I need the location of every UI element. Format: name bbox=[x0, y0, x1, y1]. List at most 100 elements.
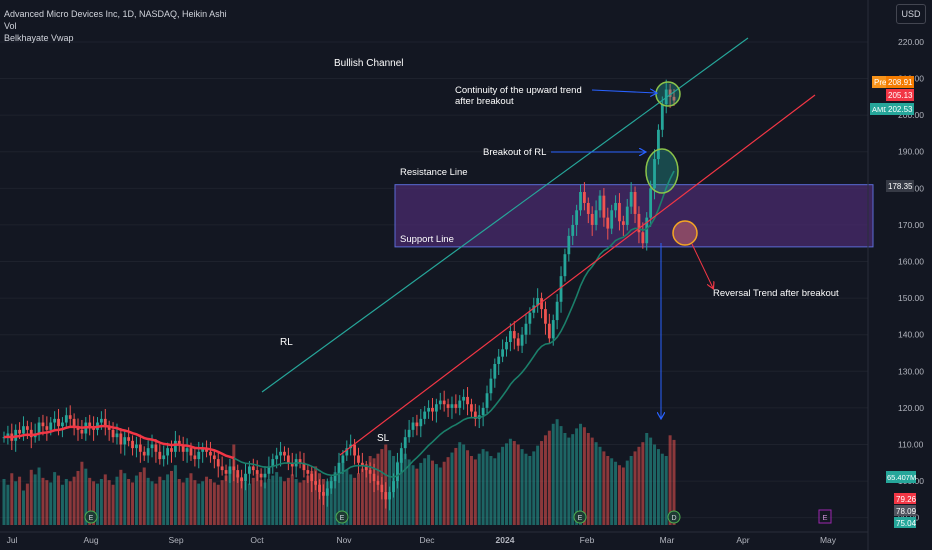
candle-body bbox=[197, 451, 201, 460]
volume-bar bbox=[53, 472, 57, 525]
volume-bar bbox=[60, 484, 64, 525]
volume-bar bbox=[127, 479, 131, 525]
candle-body bbox=[470, 404, 473, 412]
candle-body bbox=[64, 415, 68, 423]
candle-body bbox=[322, 492, 325, 496]
candle-body bbox=[473, 411, 477, 419]
volume-bar bbox=[201, 481, 205, 525]
candle-body bbox=[434, 404, 438, 412]
candle-body bbox=[567, 235, 571, 255]
volume-bar bbox=[579, 423, 583, 525]
earnings-marker-letter: E bbox=[89, 515, 94, 522]
volume-bar bbox=[158, 476, 162, 525]
volume-bar bbox=[551, 423, 555, 525]
pre-price-text: 208.91 bbox=[888, 78, 913, 87]
candle-body bbox=[279, 451, 282, 456]
volume-bar bbox=[508, 438, 512, 525]
candle-body bbox=[407, 429, 411, 438]
candle-body bbox=[244, 473, 247, 482]
candle-body bbox=[131, 440, 134, 449]
volume-bar bbox=[216, 484, 220, 525]
candle-body bbox=[450, 404, 454, 408]
candle-body bbox=[396, 462, 399, 482]
volume-bar bbox=[649, 437, 653, 525]
volume-bar bbox=[653, 444, 657, 525]
candle-body bbox=[333, 473, 337, 482]
y-tick-label: 130.00 bbox=[898, 366, 924, 376]
candle-body bbox=[485, 393, 489, 408]
volume-bar bbox=[131, 482, 135, 525]
candle-body bbox=[399, 448, 403, 463]
candle-body bbox=[442, 400, 446, 405]
volume-bar bbox=[263, 482, 267, 525]
sl-label: SL bbox=[377, 433, 390, 444]
channel-upper-line bbox=[261, 37, 749, 393]
bottom-badge-3-text: 75.04 bbox=[896, 519, 917, 528]
zone-price-text: 178.35 bbox=[888, 182, 913, 191]
symbol-title[interactable]: Advanced Micro Devices Inc, 1D, NASDAQ, … bbox=[4, 9, 227, 19]
y-tick-label: 150.00 bbox=[898, 293, 924, 303]
candle-body bbox=[41, 422, 45, 427]
candle-body bbox=[508, 331, 512, 343]
candle-body bbox=[259, 473, 263, 478]
currency-button[interactable]: USD bbox=[896, 4, 926, 24]
candle-body bbox=[466, 396, 469, 405]
x-tick-label: Mar bbox=[660, 535, 675, 545]
volume-bar bbox=[645, 433, 649, 525]
candle-body bbox=[594, 210, 598, 225]
volume-bar bbox=[185, 477, 189, 525]
volume-bar bbox=[10, 473, 14, 525]
amd-badge-tag bbox=[870, 103, 886, 115]
volume-bar bbox=[349, 474, 353, 525]
candle-body bbox=[423, 411, 427, 419]
candle-body bbox=[329, 481, 333, 489]
volume-bar bbox=[306, 475, 310, 525]
candle-body bbox=[267, 466, 271, 474]
candle-body bbox=[575, 210, 579, 225]
volume-bar bbox=[438, 467, 442, 525]
volume-bar bbox=[294, 479, 298, 525]
volume-indicator-label[interactable]: Vol bbox=[4, 21, 17, 31]
volume-bar bbox=[329, 476, 333, 525]
volume-bar bbox=[512, 441, 516, 525]
candle-body bbox=[454, 404, 458, 408]
volume-bar bbox=[621, 467, 625, 525]
volume-bar bbox=[84, 468, 88, 525]
candle-body bbox=[57, 418, 60, 427]
candle-body bbox=[376, 481, 380, 485]
volume-bar bbox=[103, 474, 107, 525]
volume-bar bbox=[333, 472, 337, 525]
candle-body bbox=[248, 466, 251, 474]
reversal-arrow bbox=[691, 243, 713, 288]
x-tick-label: Apr bbox=[736, 535, 749, 545]
candle-body bbox=[283, 451, 286, 456]
candle-body bbox=[2, 437, 6, 439]
candle-body bbox=[621, 221, 625, 225]
volume-bar bbox=[536, 445, 540, 525]
volume-bar bbox=[586, 433, 590, 525]
volume-bar bbox=[95, 483, 99, 525]
candle-body bbox=[341, 455, 345, 463]
breakout-label: Breakout of RL bbox=[483, 147, 546, 158]
volume-bar bbox=[57, 475, 61, 525]
volume-bar bbox=[602, 451, 606, 525]
volume-bar bbox=[606, 456, 610, 525]
candle-body bbox=[438, 400, 442, 405]
candle-body bbox=[45, 426, 49, 430]
bottom-badge-3 bbox=[894, 517, 916, 528]
volume-bar bbox=[134, 475, 138, 525]
candle-body bbox=[275, 455, 279, 460]
vwap-indicator-label[interactable]: Belkhayate Vwap bbox=[4, 33, 74, 43]
candle-body bbox=[446, 404, 450, 408]
volume-bar bbox=[614, 461, 618, 525]
volume-bar bbox=[45, 480, 49, 525]
y-tick-label: 160.00 bbox=[898, 257, 924, 267]
volume-bar bbox=[208, 479, 212, 525]
candle-body bbox=[551, 320, 555, 339]
volume-bar bbox=[279, 476, 283, 525]
candle-body bbox=[520, 334, 524, 346]
candle-body bbox=[602, 195, 606, 218]
candle-body bbox=[583, 191, 586, 203]
volume-bar bbox=[454, 447, 458, 525]
